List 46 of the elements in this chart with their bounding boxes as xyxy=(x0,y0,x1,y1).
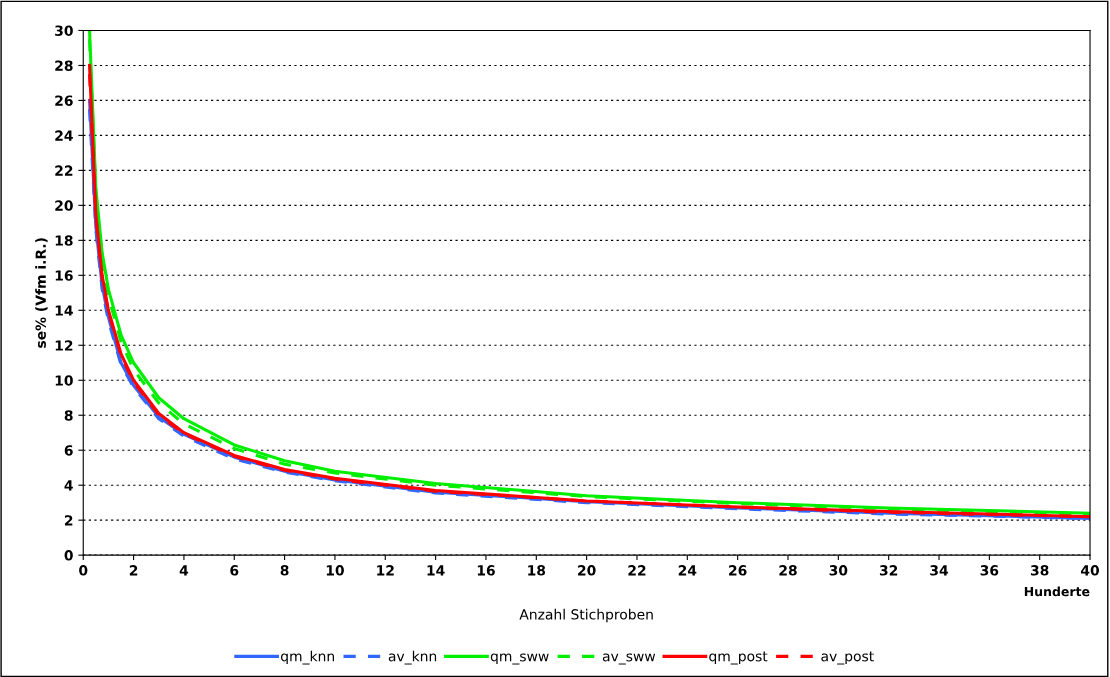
x-tick-label: 30 xyxy=(829,565,848,576)
x-tick-label: 34 xyxy=(930,565,949,576)
y-tick-label: 14 xyxy=(55,305,73,316)
x-tick-label: 16 xyxy=(477,565,495,576)
y-tick-label: 26 xyxy=(55,95,73,106)
y-tick-label: 6 xyxy=(64,445,73,456)
x-tick-label: 0 xyxy=(79,565,88,576)
x-tick-label: 22 xyxy=(628,565,646,576)
y-tick-label: 30 xyxy=(55,25,73,36)
x-tick-label: 18 xyxy=(528,565,546,576)
x-tick-label: 20 xyxy=(578,565,596,576)
x-tick-label: 32 xyxy=(879,565,898,576)
y-tick-label: 18 xyxy=(55,235,73,246)
y-tick-label: 12 xyxy=(55,340,73,351)
x-tick-label: 28 xyxy=(779,565,797,576)
y-tick-label: 24 xyxy=(55,130,73,141)
x-tick-label: 4 xyxy=(179,565,189,576)
legend-label: av_knn xyxy=(388,650,437,665)
legend-label: qm_post xyxy=(709,651,768,665)
legend-label: qm_knn xyxy=(281,650,334,665)
y-tick-label: 28 xyxy=(55,60,73,71)
y-axis-title: se% (Vfm i.R.) xyxy=(35,238,48,348)
x-tick-label: 10 xyxy=(326,565,344,576)
x-tick-label: 40 xyxy=(1080,565,1100,576)
x-tick-label: 36 xyxy=(980,565,999,576)
y-tick-label: 8 xyxy=(64,410,73,421)
legend-label: av_sww xyxy=(602,653,656,665)
y-tick-label: 0 xyxy=(64,550,73,561)
y-tick-label: 10 xyxy=(55,375,73,386)
y-tick-label: 4 xyxy=(64,480,73,491)
x-axis-title: Anzahl Stichproben xyxy=(519,608,653,623)
legend-label: qm_sww xyxy=(490,653,549,665)
x-tick-label: 14 xyxy=(427,565,445,576)
y-tick-label: 20 xyxy=(55,200,73,211)
y-tick-label: 22 xyxy=(55,165,73,176)
y-tick-label: 16 xyxy=(55,270,73,281)
x-tick-label: 8 xyxy=(280,565,289,576)
x-tick-label: 38 xyxy=(1030,565,1049,576)
text: Hunderte xyxy=(1024,586,1090,597)
x-tick-label: 26 xyxy=(729,565,747,576)
x-tick-label: 6 xyxy=(230,565,239,576)
x-tick-label: 24 xyxy=(678,565,697,576)
x-tick-label: 2 xyxy=(129,565,138,576)
y-tick-label: 2 xyxy=(64,515,73,526)
x-tick-label: 12 xyxy=(377,565,394,576)
legend-label: av_post xyxy=(821,651,874,665)
